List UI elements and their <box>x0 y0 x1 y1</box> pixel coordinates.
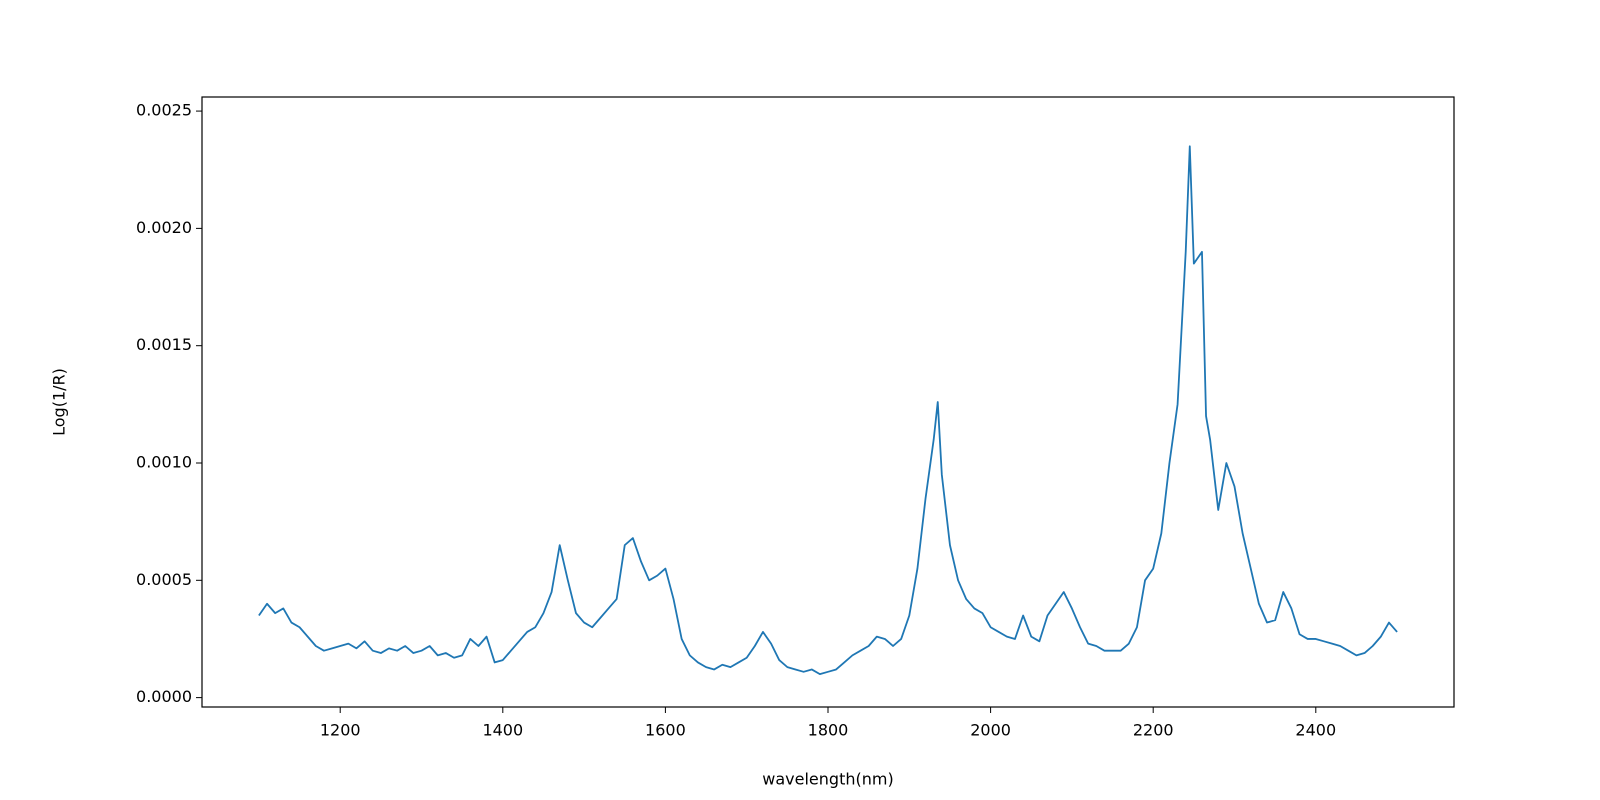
x-tick-label: 1800 <box>808 721 849 740</box>
x-tick-label: 1200 <box>320 721 361 740</box>
y-tick-label: 0.0000 <box>136 687 192 706</box>
x-tick-label: 1600 <box>645 721 686 740</box>
x-axis-label: wavelength(nm) <box>762 770 893 789</box>
x-tick-label: 1400 <box>482 721 523 740</box>
y-axis-label: Log(1/R) <box>50 368 69 436</box>
x-tick-label: 2000 <box>970 721 1011 740</box>
y-tick-label: 0.0015 <box>136 335 192 354</box>
spectrum-line <box>258 145 1398 676</box>
y-tick-label: 0.0025 <box>136 101 192 120</box>
x-tick-label: 2400 <box>1295 721 1336 740</box>
y-tick-label: 0.0005 <box>136 570 192 589</box>
y-tick-label: 0.0020 <box>136 218 192 237</box>
y-tick-label: 0.0010 <box>136 453 192 472</box>
x-tick-label: 2200 <box>1133 721 1174 740</box>
plot-frame <box>201 96 1455 708</box>
